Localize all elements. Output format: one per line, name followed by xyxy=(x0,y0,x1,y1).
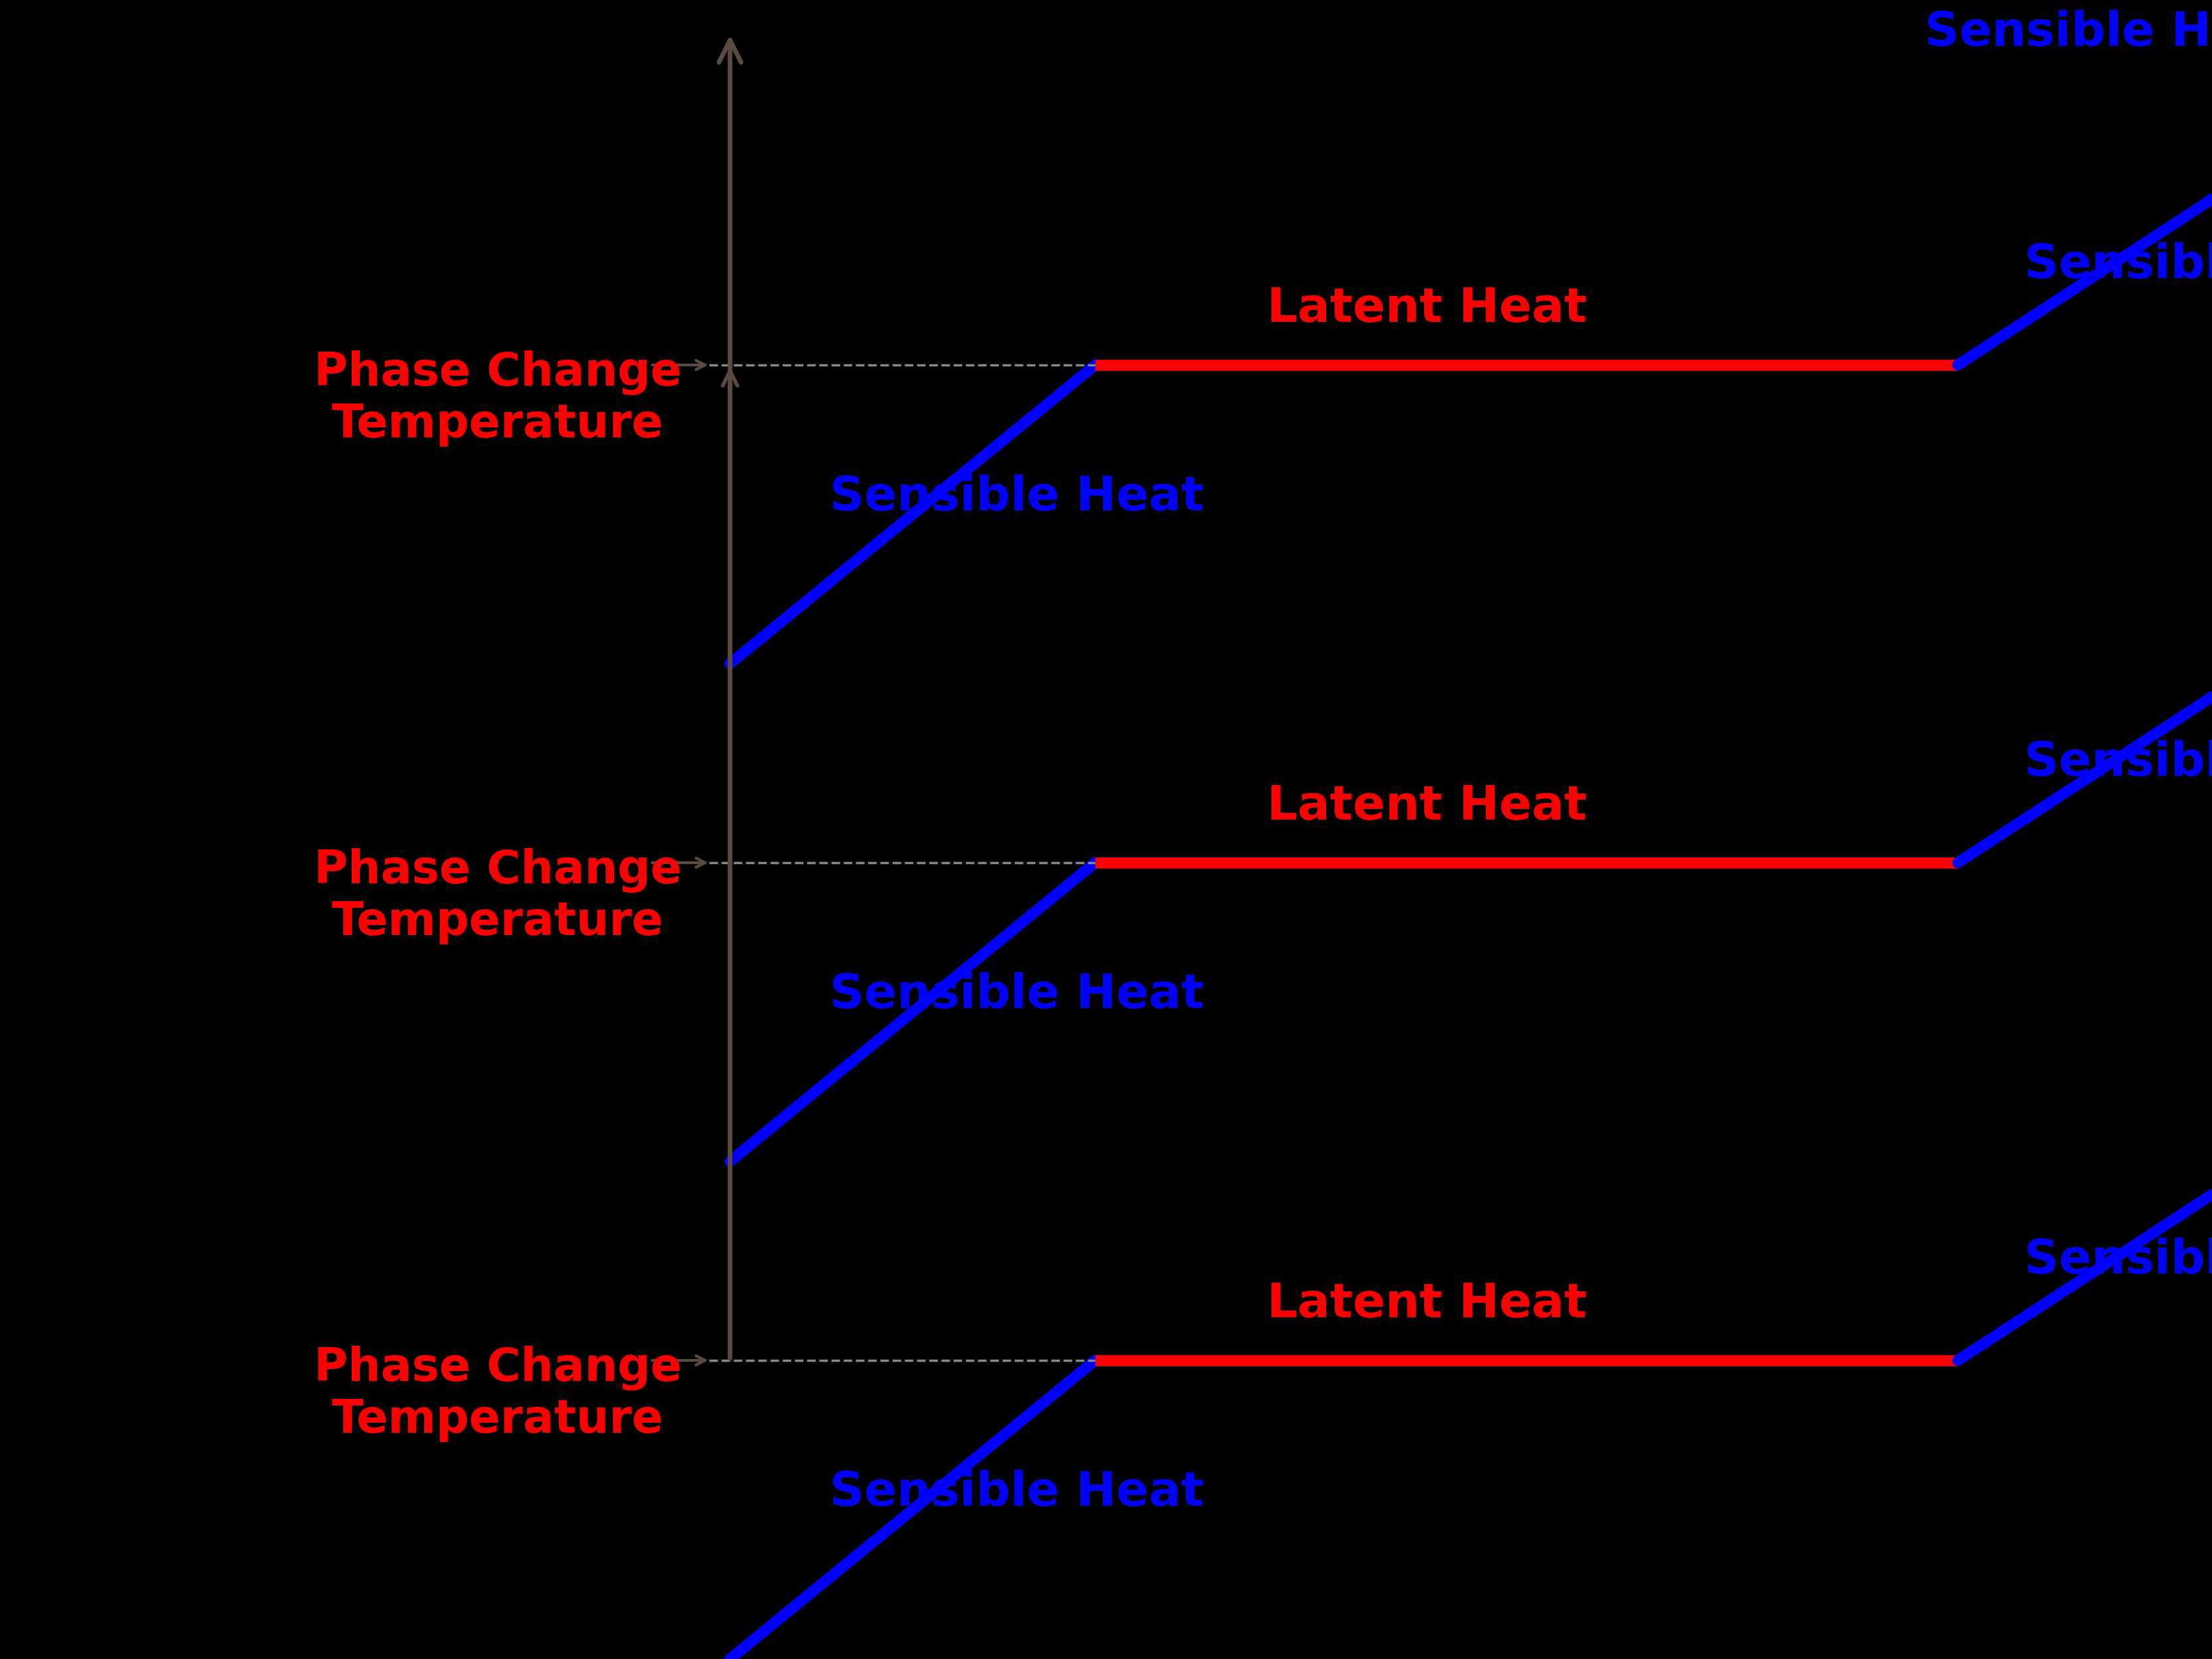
Text: Sensible Heat: Sensible Heat xyxy=(2024,740,2212,786)
Text: Latent Heat: Latent Heat xyxy=(1267,1281,1586,1327)
Text: Phase Change
Temperature: Phase Change Temperature xyxy=(314,848,681,944)
Text: Latent Heat: Latent Heat xyxy=(1267,285,1586,332)
Text: Sensible Heat: Sensible Heat xyxy=(2024,242,2212,289)
Text: Phase Change
Temperature: Phase Change Temperature xyxy=(314,1345,681,1442)
Text: Sensible Heat: Sensible Heat xyxy=(830,972,1203,1019)
Text: Sensible Heat: Sensible Heat xyxy=(1924,10,2212,56)
Text: Phase Change
Temperature: Phase Change Temperature xyxy=(314,350,681,446)
Text: Latent Heat: Latent Heat xyxy=(1267,783,1586,830)
Text: Sensible Heat: Sensible Heat xyxy=(2024,1238,2212,1284)
Text: Sensible Heat: Sensible Heat xyxy=(830,1470,1203,1516)
Text: Sensible Heat: Sensible Heat xyxy=(830,474,1203,521)
